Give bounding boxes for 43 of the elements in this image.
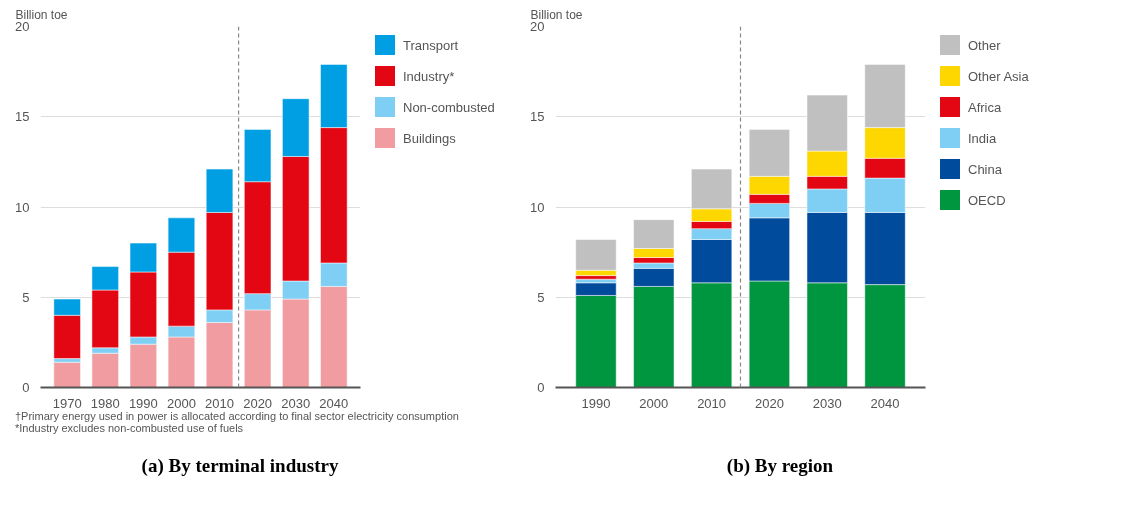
x-tick-label: 2020 (754, 395, 784, 411)
legend-label: Other Asia (968, 68, 1029, 84)
y-tick-label: 15 (530, 109, 545, 125)
text: (a) By terminal industry (140, 455, 340, 477)
y-tick-label: 10 (15, 199, 30, 215)
x-tick-label: 2010 (205, 395, 235, 411)
y-tick-label: 5 (22, 289, 30, 305)
y-tick-label: 10 (530, 199, 545, 215)
y-tick-label: 5 (537, 289, 545, 305)
y-axis-title: Billion toe (530, 7, 583, 22)
legend-label: Africa (968, 99, 1002, 115)
legend-label: Non-combusted (403, 99, 495, 115)
bar (575, 275, 617, 280)
text: *Industry excludes non-combusted use of fuels (15, 422, 245, 434)
legend-label: China (968, 161, 1002, 177)
x-tick-label: 2000 (166, 395, 196, 411)
x-tick-label: 2040 (870, 395, 900, 411)
x-tick-label: 1990 (581, 395, 611, 411)
x-tick-label: 1990 (128, 395, 158, 411)
legend-label: Buildings (403, 130, 456, 146)
y-tick-label: 20 (530, 19, 545, 34)
y-tick-label: 0 (537, 380, 545, 395)
legend-label: Transport (403, 37, 459, 53)
x-tick-label: 2030 (812, 395, 842, 411)
legend-label: Other (968, 37, 1001, 53)
legend-label: Industry* (403, 68, 455, 84)
y-tick-label: 15 (15, 109, 30, 125)
bar (53, 361, 81, 388)
y-tick-label: 20 (15, 19, 30, 34)
x-tick-label: 1970 (52, 395, 82, 411)
x-tick-label: 2030 (281, 395, 311, 411)
x-tick-label: 2020 (243, 395, 273, 411)
y-tick-label: 0 (22, 380, 30, 395)
text: (b) By region (725, 455, 835, 477)
text: †Primary energy used in power is allocated according to final sector electricity consumption (15, 410, 459, 422)
x-tick-label: 2010 (697, 395, 727, 411)
bar (91, 352, 119, 388)
legend-label: OECD (968, 192, 1006, 208)
x-tick-label: 1980 (90, 395, 120, 411)
x-tick-label: 2040 (319, 395, 349, 411)
x-tick-label: 2000 (639, 395, 669, 411)
y-axis-title: Billion toe (15, 7, 68, 22)
legend-label: India (968, 130, 997, 146)
